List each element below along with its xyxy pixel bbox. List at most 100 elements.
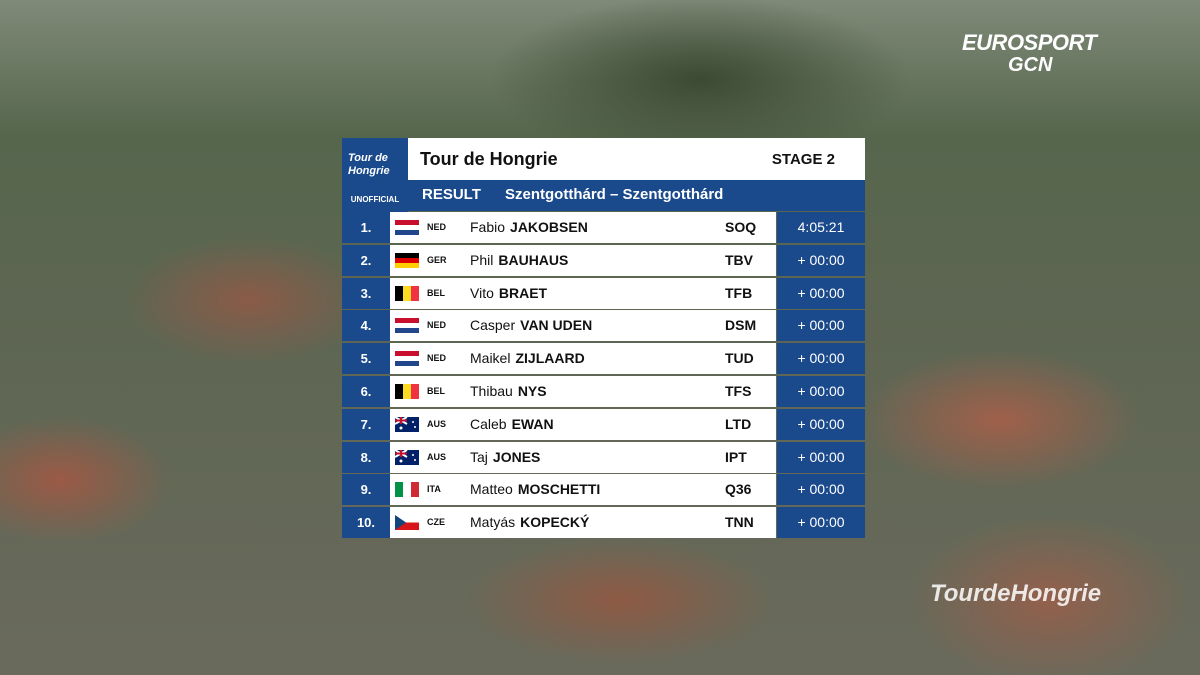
time: + 00:00: [777, 507, 865, 539]
rider-cell: BEL Thibau NYS TFS: [390, 376, 776, 407]
country: NED: [427, 320, 447, 331]
status: UNOFFICIAL: [350, 195, 400, 204]
sub-header: RESULT Szentgotthárd – Szentgotthárd: [408, 180, 865, 211]
time: + 00:00: [777, 310, 865, 342]
country: NED: [427, 222, 447, 232]
time: 4:05:21: [777, 212, 865, 243]
last-name: NYS: [517, 383, 547, 399]
last-name: KOPECKÝ: [520, 514, 590, 531]
first-name: Matteo: [470, 481, 513, 498]
rider-cell: ITA Matteo MOSCHETTI Q36: [390, 474, 776, 506]
first-name: Vito: [470, 284, 494, 301]
header-bar: Tour de Hongrie STAGE 2: [408, 138, 865, 180]
result-row: 7. AUS Caleb EWAN LTD + 00:00: [342, 408, 865, 440]
result-row: 6. BEL Thibau NYS TFS + 00:00: [342, 376, 865, 407]
team: TBV: [725, 251, 753, 268]
position: 10.: [342, 507, 390, 539]
rider-cell: NED Fabio JAKOBSEN SOQ: [390, 212, 776, 243]
time: + 00:00: [777, 474, 865, 506]
rider: Taj JONES: [470, 442, 540, 473]
country: NED: [427, 353, 447, 364]
last-name: BAUHAUS: [498, 251, 569, 268]
first-name: Taj: [470, 448, 488, 465]
team: TFB: [725, 284, 753, 301]
flag: [395, 416, 419, 432]
rider-cell: GER Phil BAUHAUS TBV: [390, 244, 776, 276]
first-name: Maikel: [470, 350, 511, 367]
flag: [395, 351, 419, 367]
watermark: TourdeHongrie: [930, 580, 1102, 607]
stage: STAGE 2: [771, 151, 835, 168]
result-row: 1. NED Fabio JAKOBSEN SOQ 4:05:21: [342, 212, 865, 243]
first-name: Matyás: [470, 514, 516, 531]
rider: Caleb EWAN: [470, 409, 554, 440]
rider: Fabio JAKOBSEN: [470, 212, 588, 243]
position: 6.: [342, 376, 390, 407]
first-name: Caleb: [470, 415, 507, 432]
result-row: 9. ITA Matteo MOSCHETTI Q36 + 00:00: [342, 474, 865, 506]
logo-line: Tour de: [348, 152, 388, 164]
flag: [395, 252, 419, 268]
flag: [395, 285, 419, 301]
rider-cell: AUS Taj JONES IPT: [390, 441, 776, 473]
team: DSM: [725, 317, 757, 334]
position: 7.: [342, 408, 390, 440]
result-row: 8. AUS Taj JONES IPT + 00:00: [342, 441, 865, 473]
position: 8.: [342, 441, 390, 473]
last-name: EWAN: [511, 415, 554, 432]
rider: Matteo MOSCHETTI: [470, 474, 600, 505]
first-name: Phil: [470, 251, 494, 268]
country: BEL: [427, 386, 445, 396]
broadcaster-sub: GCN: [1008, 54, 1053, 76]
country: CZE: [427, 517, 445, 528]
result-row: 5. NED Maikel ZIJLAARD TUD + 00:00: [342, 343, 865, 375]
broadcaster-logo: EUROSPORT: [962, 30, 1097, 55]
team: LTD: [725, 415, 752, 432]
time: + 00:00: [777, 343, 865, 375]
first-name: Thibau: [470, 383, 513, 399]
rider-cell: BEL Vito BRAET TFB: [390, 277, 776, 309]
last-name: JONES: [492, 448, 541, 465]
rider: Casper VAN UDEN: [470, 310, 592, 341]
country: GER: [427, 254, 447, 265]
position: 4.: [342, 310, 390, 342]
result-row: 4. NED Casper VAN UDEN DSM + 00:00: [342, 310, 865, 342]
time: + 00:00: [777, 441, 865, 473]
time: + 00:00: [777, 376, 865, 407]
last-name: JAKOBSEN: [510, 219, 588, 235]
position: 9.: [342, 474, 390, 506]
time: + 00:00: [777, 408, 865, 440]
last-name: BRAET: [498, 284, 548, 301]
result-label: RESULT: [422, 186, 481, 203]
position: 1.: [342, 212, 390, 243]
team: TUD: [725, 350, 754, 367]
flag: [395, 384, 419, 399]
country: BEL: [427, 287, 445, 298]
route: Szentgotthárd – Szentgotthárd: [505, 186, 724, 203]
rider-cell: NED Casper VAN UDEN DSM: [390, 310, 776, 342]
country: AUS: [427, 451, 447, 462]
title: Tour de Hongrie: [420, 149, 558, 169]
position: 3.: [342, 277, 390, 309]
time: + 00:00: [777, 277, 865, 309]
first-name: Casper: [470, 317, 516, 334]
logo-line: Hongrie: [348, 165, 390, 177]
result-row: 10. CZE Matyás KOPECKÝ TNN + 00:00: [342, 507, 865, 539]
rider: Maikel ZIJLAARD: [470, 343, 585, 374]
first-name: Fabio: [470, 219, 506, 235]
time: + 00:00: [777, 244, 865, 276]
position: 2.: [342, 244, 390, 276]
rider-cell: NED Maikel ZIJLAARD TUD: [390, 343, 776, 375]
rider-cell: AUS Caleb EWAN LTD: [390, 408, 776, 440]
last-name: VAN UDEN: [520, 317, 593, 334]
result-row: 3. BEL Vito BRAET TFB + 00:00: [342, 277, 865, 309]
position: 5.: [342, 343, 390, 375]
flag: [395, 515, 419, 531]
country: ITA: [427, 484, 441, 495]
rider: Phil BAUHAUS: [470, 245, 568, 276]
team: Q36: [725, 481, 752, 498]
rider: Matyás KOPECKÝ: [470, 507, 589, 538]
rider: Vito BRAET: [470, 278, 547, 309]
flag: [395, 220, 419, 235]
